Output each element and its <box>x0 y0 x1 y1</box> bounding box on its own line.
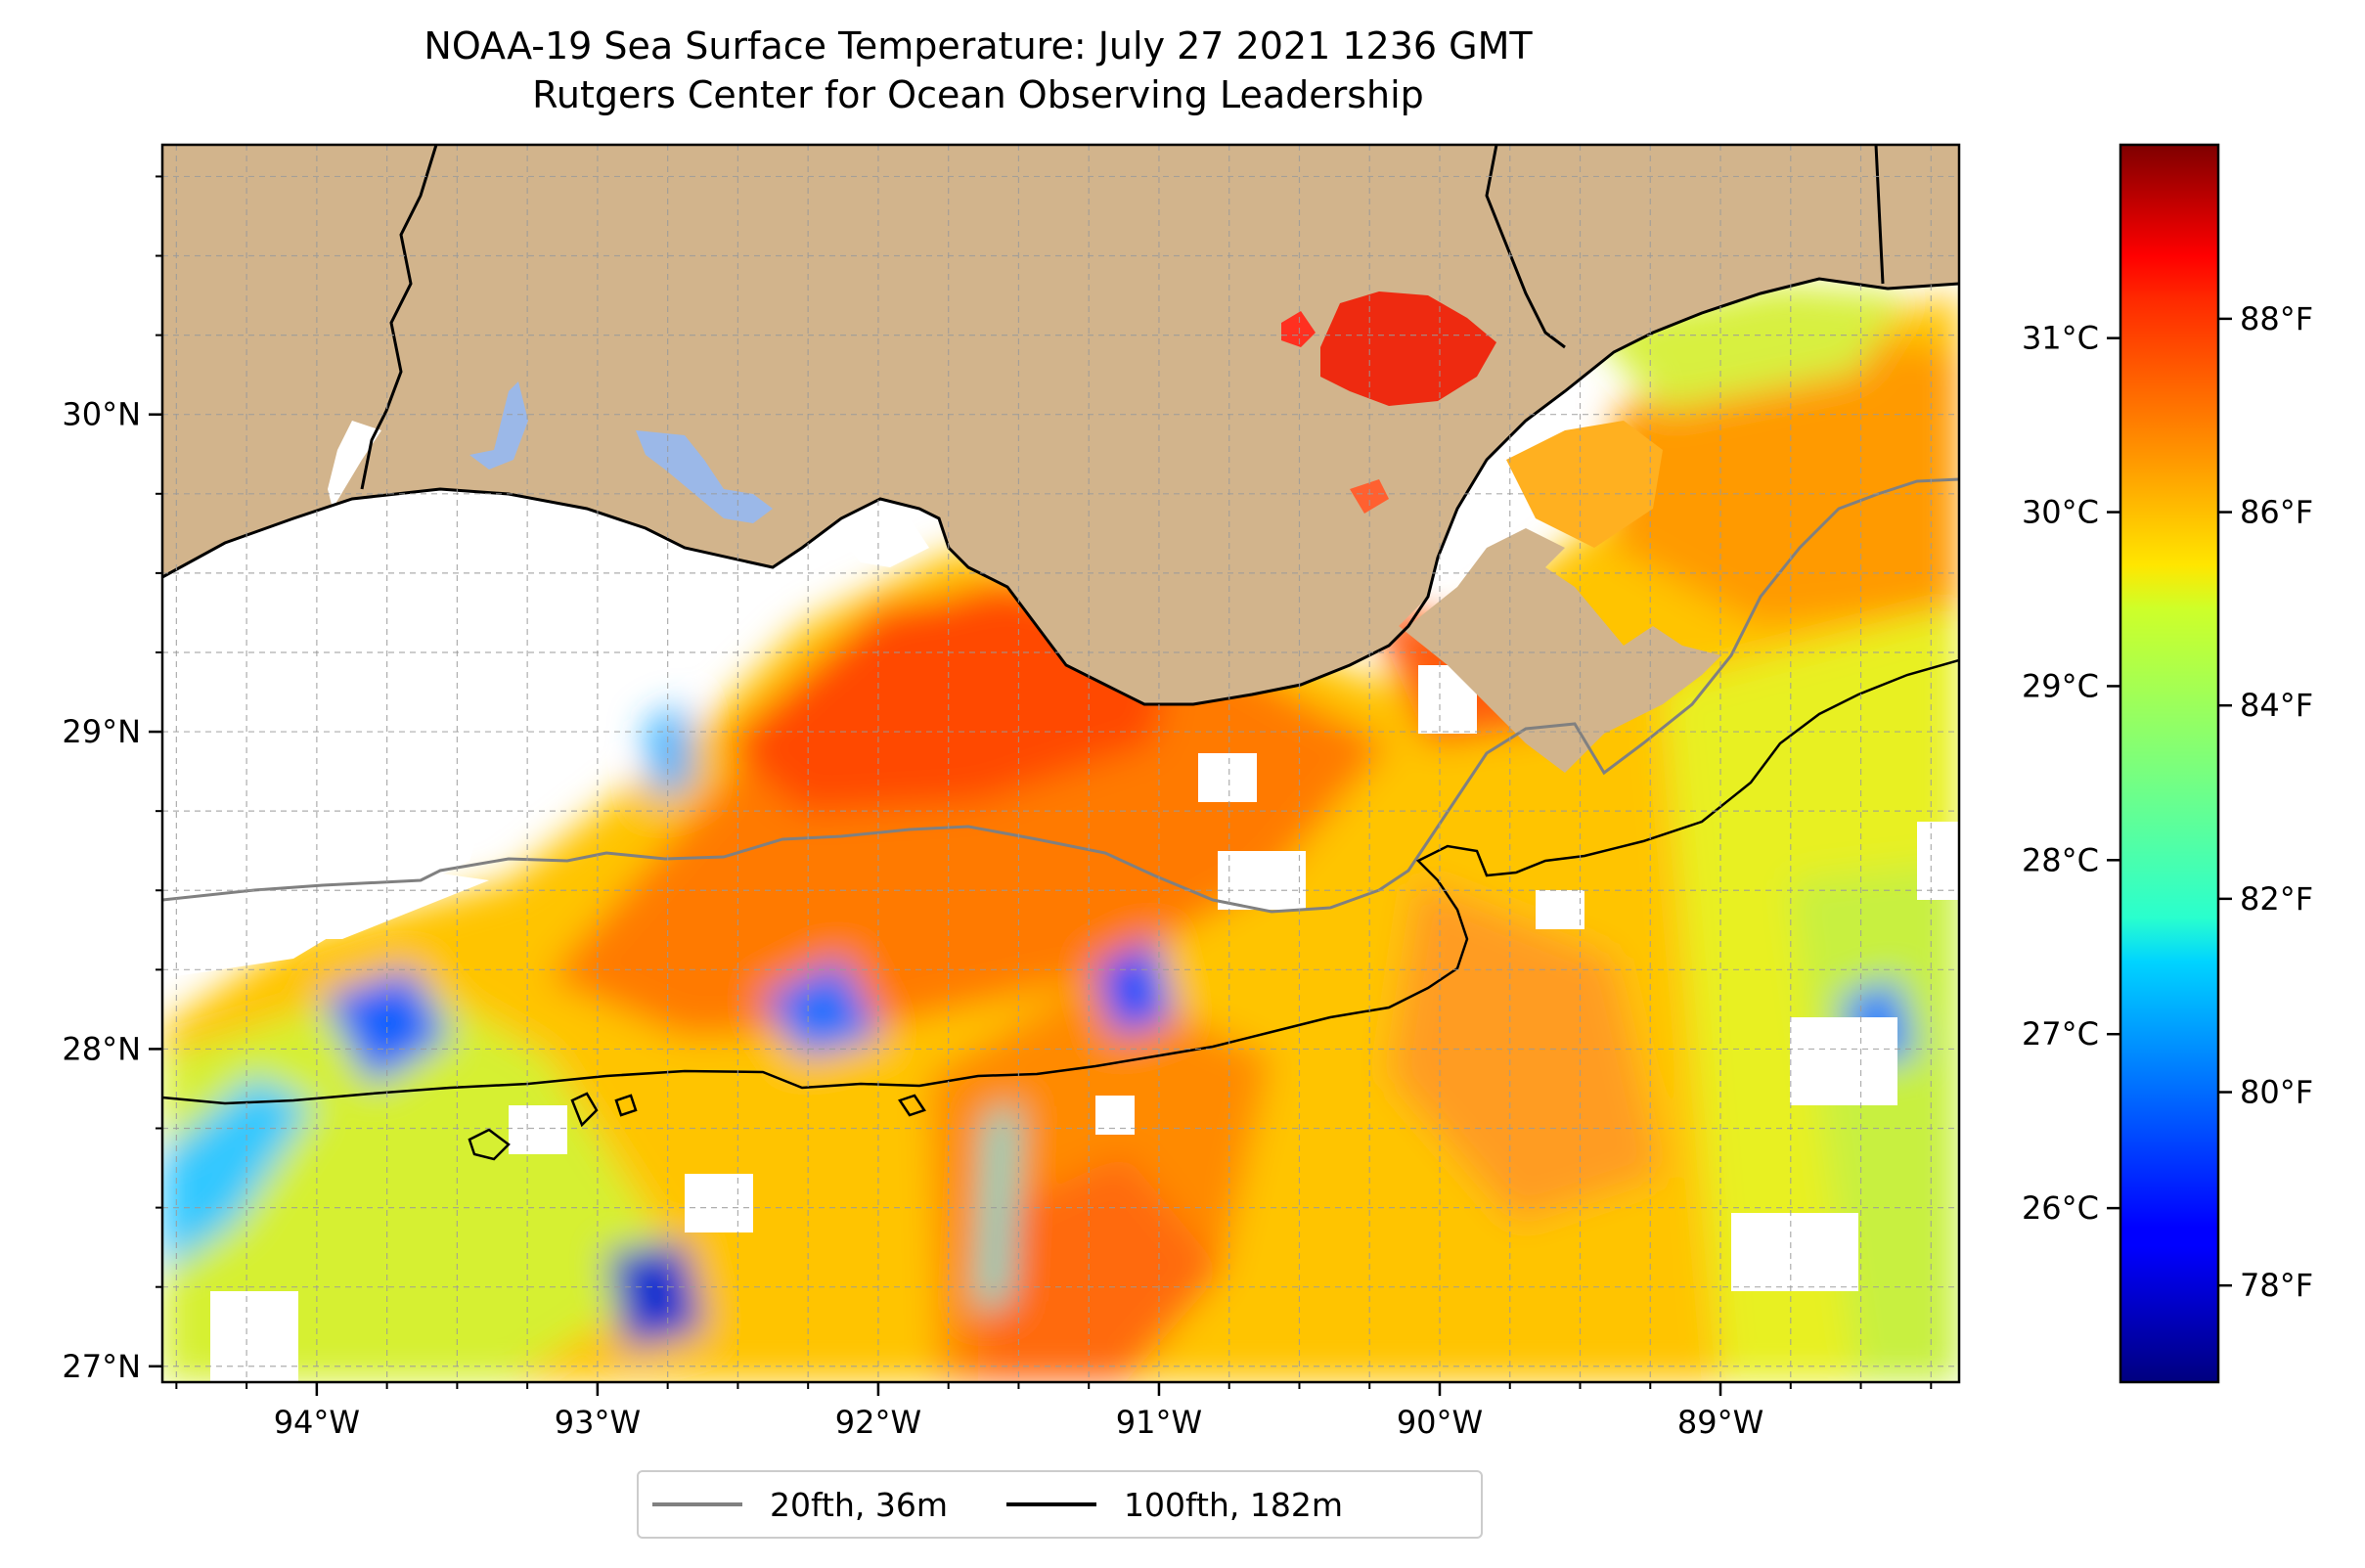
lon-tick-label: 94°W <box>274 1404 360 1441</box>
state-border-tx-la <box>360 145 438 490</box>
graticule <box>162 145 1959 1382</box>
lat-tick-label: 28°N <box>62 1030 141 1067</box>
legend-label-20fth: 20fth, 36m <box>770 1485 948 1524</box>
chart-title: NOAA-19 Sea Surface Temperature: July 27… <box>0 22 1956 119</box>
legend-swatch-gray <box>652 1502 742 1506</box>
isobath-20fth <box>162 477 1959 914</box>
colorbar <box>2119 143 2220 1384</box>
colorbar-celsius-axis: 26°C 27°C 28°C 29°C 30°C 31°C <box>2022 320 2120 1227</box>
celsius-tick-label: 26°C <box>2022 1189 2099 1227</box>
longitude-axis: 94°W 93°W 92°W 91°W 90°W 89°W <box>274 1382 1763 1441</box>
lon-tick-label: 89°W <box>1677 1404 1763 1441</box>
celsius-tick-label: 31°C <box>2022 320 2099 357</box>
colorbar-fahrenheit-axis: 78°F 80°F 82°F 84°F 86°F 88°F <box>2218 300 2313 1304</box>
latitude-axis: 27°N 28°N 29°N 30°N <box>62 396 162 1385</box>
lon-tick-label: 92°W <box>835 1404 921 1441</box>
title-line-1: NOAA-19 Sea Surface Temperature: July 27… <box>424 24 1533 67</box>
isobath-legend: 20fth, 36m 100fth, 182m <box>637 1470 1483 1539</box>
lon-tick-label: 90°W <box>1397 1404 1483 1441</box>
inland-lakes <box>469 381 773 523</box>
fahrenheit-tick-label: 80°F <box>2240 1074 2313 1111</box>
legend-item-100fth: 100fth, 182m <box>1006 1486 1343 1524</box>
isobath-100fth <box>162 658 1959 1105</box>
celsius-tick-label: 29°C <box>2022 667 2099 704</box>
map-frame <box>160 143 1961 1384</box>
state-border-ms-al <box>1874 145 1885 285</box>
legend-item-20fth: 20fth, 36m <box>652 1486 948 1524</box>
celsius-tick-label: 27°C <box>2022 1015 2099 1053</box>
land <box>162 145 1959 773</box>
lat-tick-label: 30°N <box>62 396 141 433</box>
fahrenheit-tick-label: 84°F <box>2240 687 2313 724</box>
lon-tick-label: 91°W <box>1116 1404 1202 1441</box>
fahrenheit-tick-label: 78°F <box>2240 1267 2313 1304</box>
lat-tick-label: 27°N <box>62 1348 141 1385</box>
state-border-la-ms <box>1485 145 1566 349</box>
coastline <box>162 277 1959 706</box>
lon-tick-label: 93°W <box>555 1404 641 1441</box>
legend-swatch-black <box>1006 1502 1096 1506</box>
title-line-2: Rutgers Center for Ocean Observing Leade… <box>532 73 1424 116</box>
legend-label-100fth: 100fth, 182m <box>1124 1485 1343 1524</box>
minor-ticks <box>156 175 1933 1389</box>
celsius-tick-label: 28°C <box>2022 841 2099 878</box>
fahrenheit-tick-label: 88°F <box>2240 300 2313 337</box>
lake-pontchartrain <box>1320 291 1496 406</box>
map-area <box>162 145 1959 1382</box>
fahrenheit-tick-label: 82°F <box>2240 880 2313 918</box>
celsius-tick-label: 30°C <box>2022 494 2099 531</box>
lat-tick-label: 29°N <box>62 713 141 750</box>
fahrenheit-tick-label: 86°F <box>2240 494 2313 531</box>
